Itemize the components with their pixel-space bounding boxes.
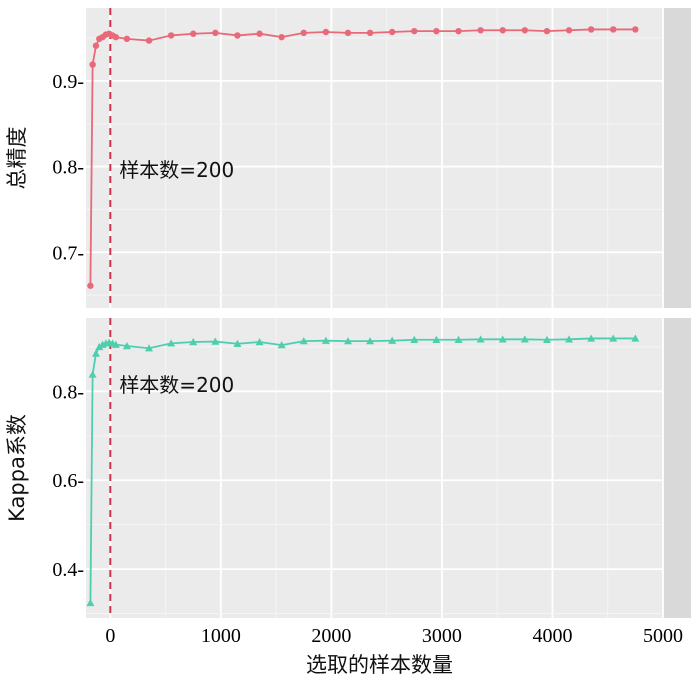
data-point [145,37,153,44]
data-point [477,27,484,34]
data-point [366,337,375,345]
data-point [145,344,154,352]
y-tick-label: 0.8- [52,157,84,179]
data-point [300,29,307,37]
sample-count-annotation: 样本数=200 [119,158,234,182]
data-point [632,26,639,33]
data-point [587,26,595,33]
data-point [233,339,242,347]
panel-strip [663,318,691,618]
data-point [631,334,640,342]
data-point [543,27,551,35]
data-point [189,338,198,346]
x-axis-title: 选取的样本数量 [306,653,453,677]
data-point [411,27,418,35]
y-axis-title: 总精度 [5,127,29,190]
data-point [91,349,100,357]
x-tick-label: 2000 [311,625,351,647]
data-point [455,27,462,35]
data-point [587,334,596,342]
data-point [234,32,241,39]
data-point [454,335,463,343]
sample-count-annotation: 样本数=200 [119,373,234,397]
data-point [498,335,507,343]
data-point [521,27,529,34]
y-tick-label: 0.8- [52,381,84,403]
data-point [86,598,95,607]
data-point [565,335,574,343]
data-point [95,342,104,351]
data-point [322,28,330,36]
data-point [542,335,551,343]
panel-strip [663,8,691,308]
data-point [123,35,131,43]
data-point [256,30,263,37]
data-point [277,341,286,349]
y-tick-label: 0.7- [52,242,84,264]
data-point [565,27,573,34]
data-point [476,335,485,343]
x-tick-label: 3000 [422,625,462,647]
x-tick-label: 1000 [201,625,241,647]
data-point [89,61,96,68]
data-point [212,29,219,37]
x-tick-label: 4000 [532,625,572,647]
data-point [610,26,617,33]
data-point [344,29,352,37]
data-point [366,29,374,37]
data-point [433,27,440,35]
data-point [211,337,220,345]
data-point [388,336,397,344]
data-point [167,339,176,347]
panel-background [86,8,663,308]
data-point [410,335,419,343]
data-point [255,338,264,346]
data-point [299,337,308,345]
data-point [87,282,94,289]
data-point [111,340,120,348]
data-point [190,30,197,37]
y-axis-title: Kappa系数 [5,414,29,522]
data-point [609,334,618,342]
data-point [112,33,120,41]
x-tick-label: 5000 [643,625,683,647]
data-point [520,335,529,343]
data-point [88,370,97,378]
y-tick-label: 0.6- [52,470,84,492]
panel-background [86,318,663,618]
data-point [321,336,330,344]
data-point [122,342,131,350]
y-tick-label: 0.9- [52,71,84,93]
data-point [499,27,506,34]
data-point [167,32,175,39]
data-point [343,337,352,345]
data-point [92,42,100,49]
y-tick-label: 0.4- [52,559,84,581]
data-point [278,33,285,41]
x-tick-label: 0 [105,625,115,647]
data-point [432,335,441,343]
data-point [388,28,396,36]
